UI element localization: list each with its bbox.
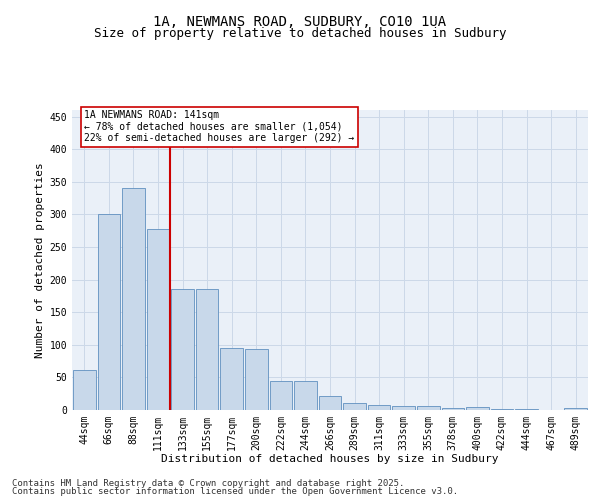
Bar (343, 403, 366, 410)
Bar (392, 406, 415, 410)
Bar (442, 408, 464, 410)
Bar (98, 214, 120, 410)
Text: Size of property relative to detached houses in Sudbury: Size of property relative to detached ho… (94, 28, 506, 40)
X-axis label: Distribution of detached houses by size in Sudbury: Distribution of detached houses by size … (161, 454, 499, 464)
Text: Contains public sector information licensed under the Open Government Licence v3: Contains public sector information licen… (12, 487, 458, 496)
Bar (466, 408, 489, 410)
Text: Contains HM Land Registry data © Crown copyright and database right 2025.: Contains HM Land Registry data © Crown c… (12, 478, 404, 488)
Bar (491, 408, 514, 410)
Bar (565, 408, 587, 410)
Bar (319, 396, 341, 410)
Bar (294, 380, 317, 410)
Bar (368, 406, 391, 410)
Bar (196, 290, 218, 410)
Text: 1A NEWMANS ROAD: 141sqm
← 78% of detached houses are smaller (1,054)
22% of semi: 1A NEWMANS ROAD: 141sqm ← 78% of detache… (84, 110, 355, 143)
Bar (417, 406, 440, 410)
Bar (269, 380, 292, 410)
Bar (122, 188, 145, 410)
Bar (171, 290, 194, 410)
Bar (220, 348, 243, 410)
Text: 1A, NEWMANS ROAD, SUDBURY, CO10 1UA: 1A, NEWMANS ROAD, SUDBURY, CO10 1UA (154, 15, 446, 29)
Bar (73, 370, 95, 410)
Y-axis label: Number of detached properties: Number of detached properties (35, 162, 46, 358)
Bar (146, 228, 169, 410)
Bar (245, 350, 268, 410)
